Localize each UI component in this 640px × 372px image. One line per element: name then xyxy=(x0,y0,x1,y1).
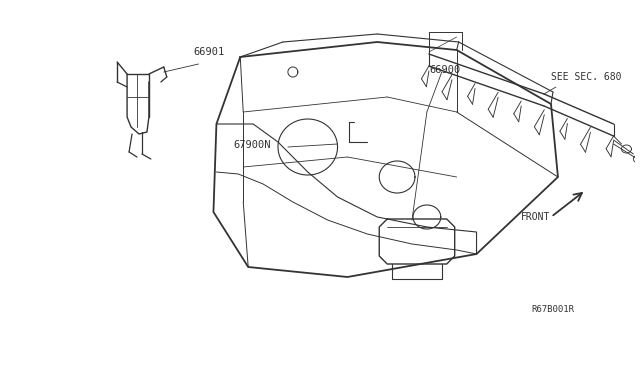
Text: 66901: 66901 xyxy=(193,47,225,57)
Text: 66900: 66900 xyxy=(429,65,460,75)
Text: R67B001R: R67B001R xyxy=(531,305,574,314)
Text: 67900N: 67900N xyxy=(234,140,271,150)
Text: FRONT: FRONT xyxy=(521,212,550,222)
Text: SEE SEC. 680: SEE SEC. 680 xyxy=(551,72,621,82)
